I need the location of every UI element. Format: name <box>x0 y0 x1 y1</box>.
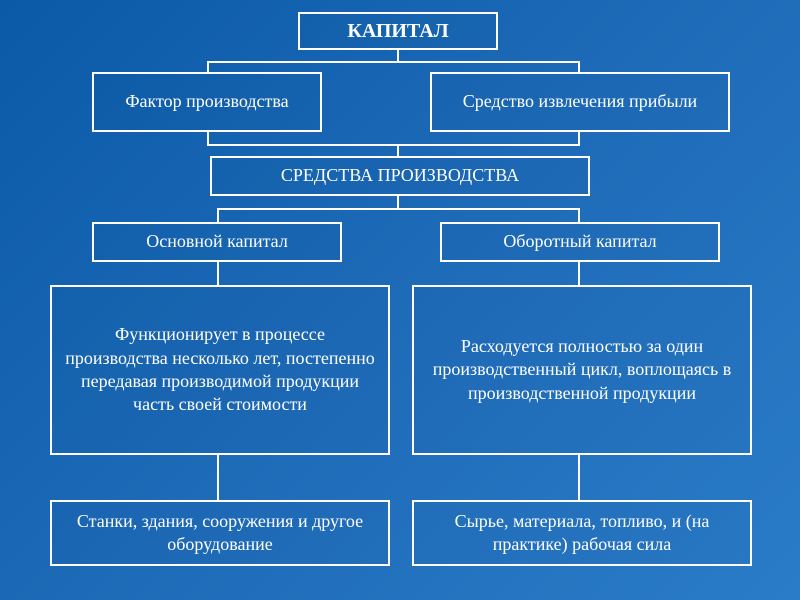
node-right2-label: Оборотный капитал <box>503 230 656 253</box>
node-right4: Сырье, материала, топливо, и (на практик… <box>412 500 752 566</box>
connector <box>207 61 580 63</box>
node-left3-label: Функционирует в процессе производства не… <box>62 323 378 417</box>
node-middle: СРЕДСТВА ПРОИЗВОДСТВА <box>210 156 590 196</box>
connector <box>397 50 399 61</box>
connector <box>207 144 580 146</box>
node-right4-label: Сырье, материала, топливо, и (на практик… <box>424 510 740 557</box>
node-right1: Средство извлечения прибыли <box>430 72 730 132</box>
node-left4-label: Станки, здания, сооружения и другое обор… <box>62 510 378 557</box>
node-right1-label: Средство извлечения прибыли <box>463 90 697 113</box>
connector <box>217 208 219 222</box>
node-root: КАПИТАЛ <box>298 12 498 50</box>
connector <box>217 455 219 500</box>
node-left1-label: Фактор производства <box>125 90 288 113</box>
node-left2-label: Основной капитал <box>146 230 288 253</box>
node-left4: Станки, здания, сооружения и другое обор… <box>50 500 390 566</box>
connector <box>578 132 580 144</box>
connector <box>217 262 219 285</box>
node-left3: Функционирует в процессе производства не… <box>50 285 390 455</box>
connector <box>207 132 209 144</box>
connector <box>578 208 580 222</box>
connector <box>578 262 580 285</box>
connector <box>397 196 399 208</box>
node-right3-label: Расходуется полностью за один производст… <box>424 335 740 405</box>
node-left1: Фактор производства <box>92 72 322 132</box>
connector <box>578 455 580 500</box>
node-right2: Оборотный капитал <box>440 222 720 262</box>
node-middle-label: СРЕДСТВА ПРОИЗВОДСТВА <box>281 164 519 187</box>
node-root-label: КАПИТАЛ <box>347 18 448 44</box>
connector <box>578 61 580 72</box>
connector <box>207 61 209 72</box>
node-right3: Расходуется полностью за один производст… <box>412 285 752 455</box>
connector <box>397 144 399 156</box>
node-left2: Основной капитал <box>92 222 342 262</box>
connector <box>217 208 580 210</box>
